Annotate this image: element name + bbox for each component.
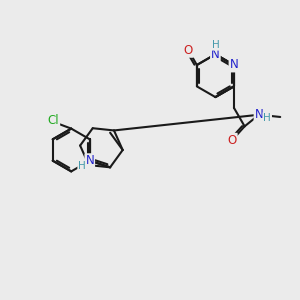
Text: N: N	[211, 48, 220, 61]
Text: O: O	[184, 44, 193, 57]
Text: H: H	[78, 161, 86, 171]
Text: H: H	[212, 40, 219, 50]
Text: H: H	[263, 113, 271, 123]
Text: N: N	[85, 154, 94, 167]
Text: N: N	[230, 58, 238, 71]
Text: O: O	[227, 134, 237, 147]
Text: Cl: Cl	[48, 114, 59, 128]
Text: N: N	[255, 108, 263, 121]
